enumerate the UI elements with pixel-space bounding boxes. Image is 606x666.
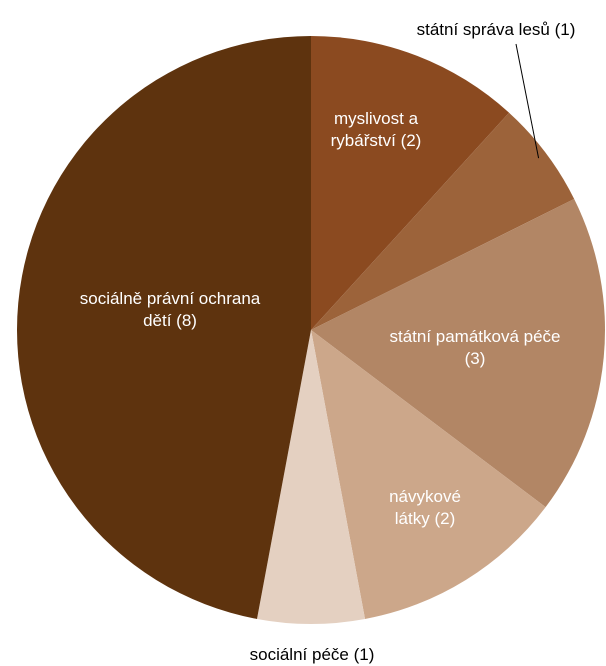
slice-label: myslivost a rybářství (2) [301, 108, 451, 152]
slice-label: státní památková péče (3) [380, 326, 570, 370]
label-part: sociální péče [249, 645, 349, 664]
label-part: (1) [353, 645, 375, 664]
label-part: (2) [434, 509, 456, 528]
slice [311, 198, 605, 508]
label-part: státní památková péče [389, 327, 561, 346]
slice [311, 36, 510, 330]
slice-label: návykové látky (2) [370, 486, 480, 530]
label-part: (1) [554, 20, 576, 39]
slice [311, 330, 546, 619]
slice [311, 112, 575, 330]
label-part: sociálně právní ochrana dětí [79, 289, 261, 330]
label-part: (8) [176, 311, 197, 330]
slice-label: státní správa lesů (1) [417, 19, 576, 41]
slice [256, 330, 366, 624]
leader-line [515, 43, 540, 159]
label-part: myslivost a rybářství [330, 109, 419, 150]
label-part: návykové látky [389, 487, 461, 528]
slice-label: sociálně právní ochrana dětí (8) [75, 288, 265, 332]
slice [16, 36, 312, 619]
slice-label: sociální péče (1) [250, 644, 375, 666]
label-part: (3) [464, 349, 486, 368]
label-part: (2) [400, 131, 422, 150]
label-part: státní správa lesů [416, 20, 550, 39]
